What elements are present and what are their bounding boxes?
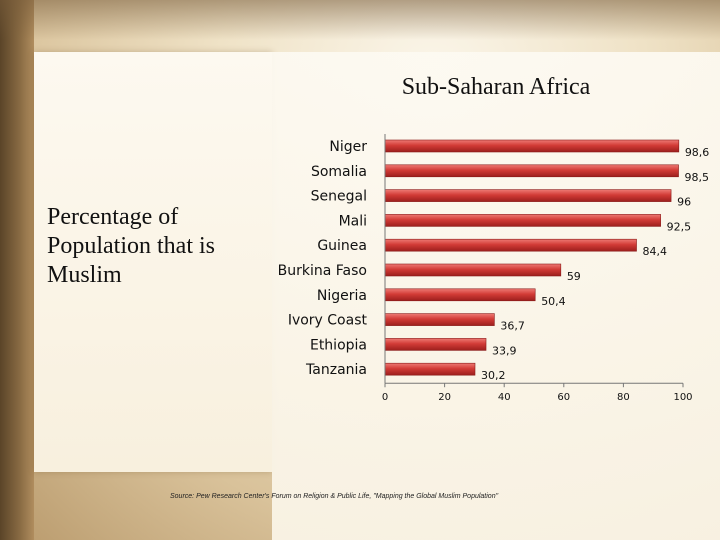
bar-burkina-faso [384,263,562,277]
x-tick-label: 100 [673,392,692,403]
value-label: 98,6 [685,146,710,159]
x-tick-label: 0 [382,392,388,403]
value-label: 92,5 [667,220,692,233]
x-tick-label: 40 [498,392,511,403]
bar-mali [384,214,661,227]
slide-title: Sub-Saharan Africa [401,74,591,100]
bar-somalia [384,164,679,178]
x-tick-label: 20 [438,392,451,403]
background-stripe-left [0,0,34,540]
bar-nigeria [384,288,536,302]
bar-tanzania [384,362,476,376]
bar-guinea [384,238,637,252]
value-label: 98,5 [685,171,710,184]
bar-niger [384,139,680,153]
background-stripe-top [0,0,720,40]
category-label: Tanzania [305,362,367,378]
side-text: Percentage of Population that is Muslim [47,204,215,288]
category-label: Mali [339,213,367,229]
category-label: Nigeria [317,288,367,304]
bar-senegal [384,189,672,202]
value-label: 30,2 [481,369,506,382]
bar-ethiopia [384,338,487,351]
value-label: 36,7 [500,320,524,333]
value-label: 50,4 [541,295,566,308]
value-label: 96 [677,196,691,209]
value-label: 33,9 [492,344,516,357]
x-tick-label: 80 [617,392,630,403]
category-label: Niger [329,139,367,155]
value-label: 59 [567,270,581,283]
value-label: 84,4 [643,245,668,258]
bar-ivory-coast [384,313,495,326]
category-label: Guinea [317,238,367,254]
category-label: Ethiopia [310,337,367,353]
category-label: Burkina Faso [278,263,367,279]
category-label: Ivory Coast [288,313,368,329]
category-label: Somalia [311,164,367,180]
side-panel [34,52,272,472]
x-tick-label: 60 [557,392,570,403]
source-note: Source: Pew Research Center's Forum on R… [170,493,499,500]
category-label: Senegal [311,189,367,205]
